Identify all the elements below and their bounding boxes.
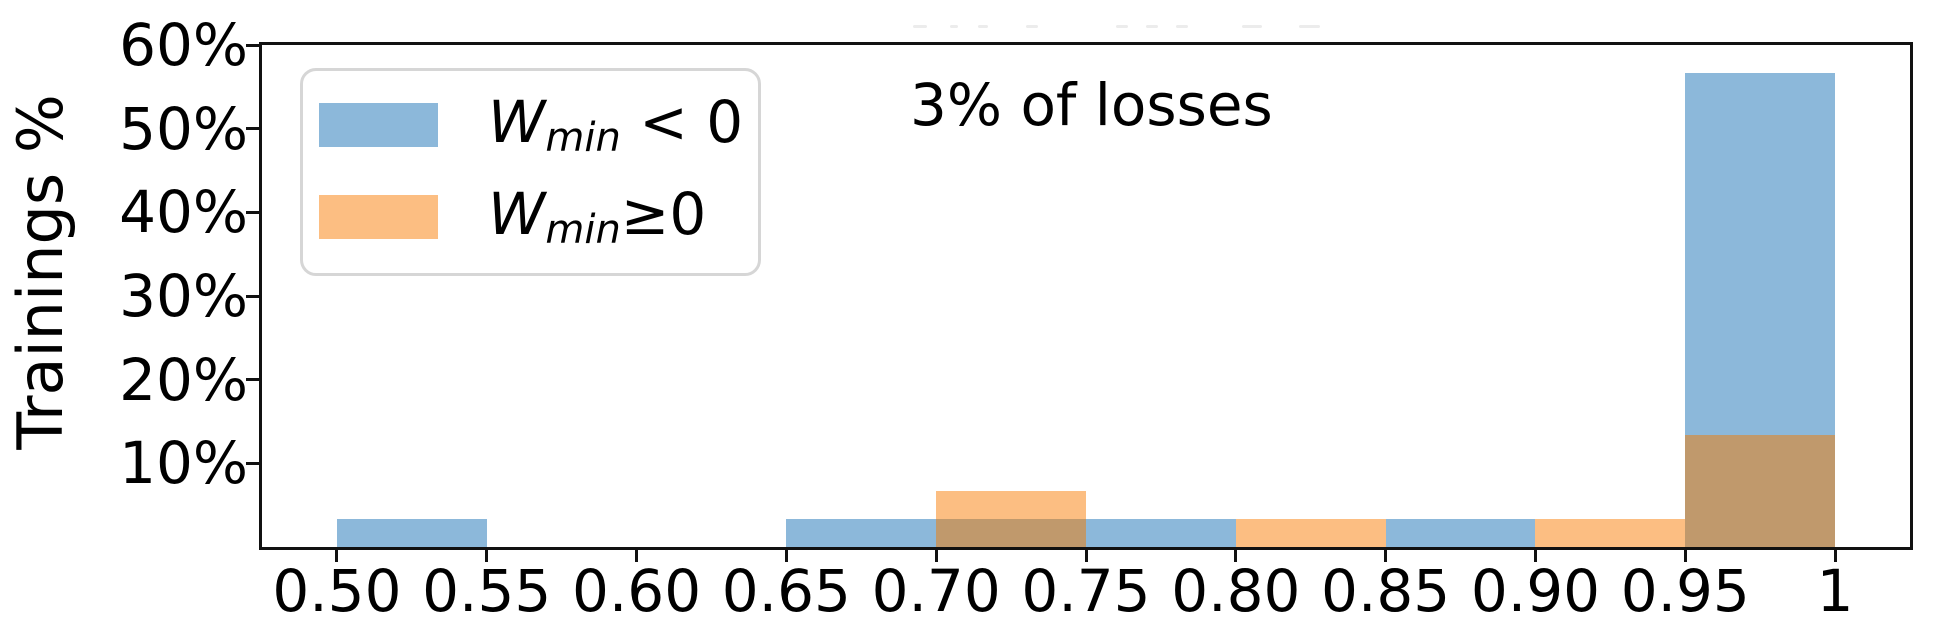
x-tick-mark <box>485 549 489 562</box>
y-tick-mark <box>246 461 259 465</box>
x-tick-mark <box>934 549 938 562</box>
x-tick-label: 1 <box>1816 557 1854 625</box>
y-tick-label: 10% <box>119 429 248 498</box>
cropped-title-fragment <box>950 25 958 28</box>
y-tick-label: 60% <box>119 11 248 79</box>
hist-bar-wmin-lt-0 <box>336 519 487 547</box>
y-tick-label: 30% <box>119 262 248 330</box>
legend-swatch-blue <box>319 103 438 148</box>
x-tick-label: 0.75 <box>1021 557 1151 625</box>
x-tick-mark <box>1683 549 1687 562</box>
hist-bar-wmin-lt-0 <box>1385 519 1536 547</box>
y-tick-label: 40% <box>119 178 248 247</box>
y-tick-label: 20% <box>119 345 248 414</box>
x-tick-label: 0.80 <box>1171 557 1301 625</box>
hist-bar-wmin-ge-0 <box>1535 519 1686 547</box>
x-tick-mark <box>784 549 788 562</box>
x-tick-label: 0.95 <box>1620 557 1750 625</box>
hist-bar-wmin-lt-0 <box>786 519 937 547</box>
y-tick-mark <box>246 127 259 131</box>
y-axis-title: Trainings % <box>4 94 77 450</box>
hist-bar-overlap <box>1685 435 1836 547</box>
x-tick-mark <box>335 549 339 562</box>
x-tick-label: 0.85 <box>1321 557 1451 625</box>
x-tick-label: 0.65 <box>721 557 851 625</box>
legend: Wmin < 0 Wmin≥0 <box>300 68 761 276</box>
y-tick-mark <box>246 210 259 214</box>
x-tick-label: 0.70 <box>871 557 1001 625</box>
x-tick-mark <box>1533 549 1537 562</box>
cropped-title-fragment <box>1299 25 1320 28</box>
cropped-title-fragment <box>1176 25 1188 28</box>
x-tick-mark <box>1384 549 1388 562</box>
hist-bar-wmin-lt-0 <box>1086 519 1236 547</box>
x-tick-mark <box>635 549 639 562</box>
legend-item-wmin-lt-0: Wmin < 0 <box>319 93 743 158</box>
y-tick-label: 50% <box>119 94 248 163</box>
x-tick-label: 0.60 <box>571 557 702 625</box>
hist-bar-wmin-ge-0 <box>1235 519 1386 547</box>
cropped-title-fragment <box>978 25 988 28</box>
x-tick-label: 0.90 <box>1470 557 1601 625</box>
cropped-title-fragment <box>1242 25 1262 28</box>
x-tick-mark <box>1084 549 1088 562</box>
x-tick-label: 0.55 <box>422 557 552 625</box>
annotation-losses: 3% of losses <box>910 71 1273 139</box>
x-tick-label: 0.50 <box>272 557 402 625</box>
plot-area: Wmin < 0 Wmin≥0 3% of losses <box>259 42 1913 550</box>
legend-label-wmin-ge-0: Wmin≥0 <box>488 180 707 253</box>
legend-swatch-orange <box>319 195 438 240</box>
cropped-title-fragment <box>1146 25 1158 28</box>
y-tick-mark <box>246 43 259 47</box>
y-tick-mark <box>246 294 259 298</box>
y-tick-mark <box>246 378 259 382</box>
x-tick-mark <box>1234 549 1238 562</box>
cropped-title-fragment <box>1116 25 1128 28</box>
cropped-title-fragment <box>1026 25 1038 28</box>
x-tick-mark <box>1833 549 1837 562</box>
cropped-title-fragment <box>913 25 927 28</box>
legend-item-wmin-ge-0: Wmin≥0 <box>319 185 706 250</box>
legend-label-wmin-lt-0: Wmin < 0 <box>488 88 744 161</box>
hist-bar-overlap <box>936 519 1086 547</box>
